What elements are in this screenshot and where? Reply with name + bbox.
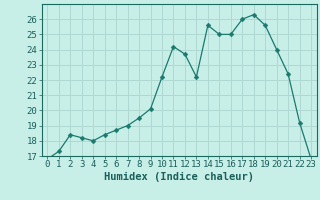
X-axis label: Humidex (Indice chaleur): Humidex (Indice chaleur) [104, 172, 254, 182]
